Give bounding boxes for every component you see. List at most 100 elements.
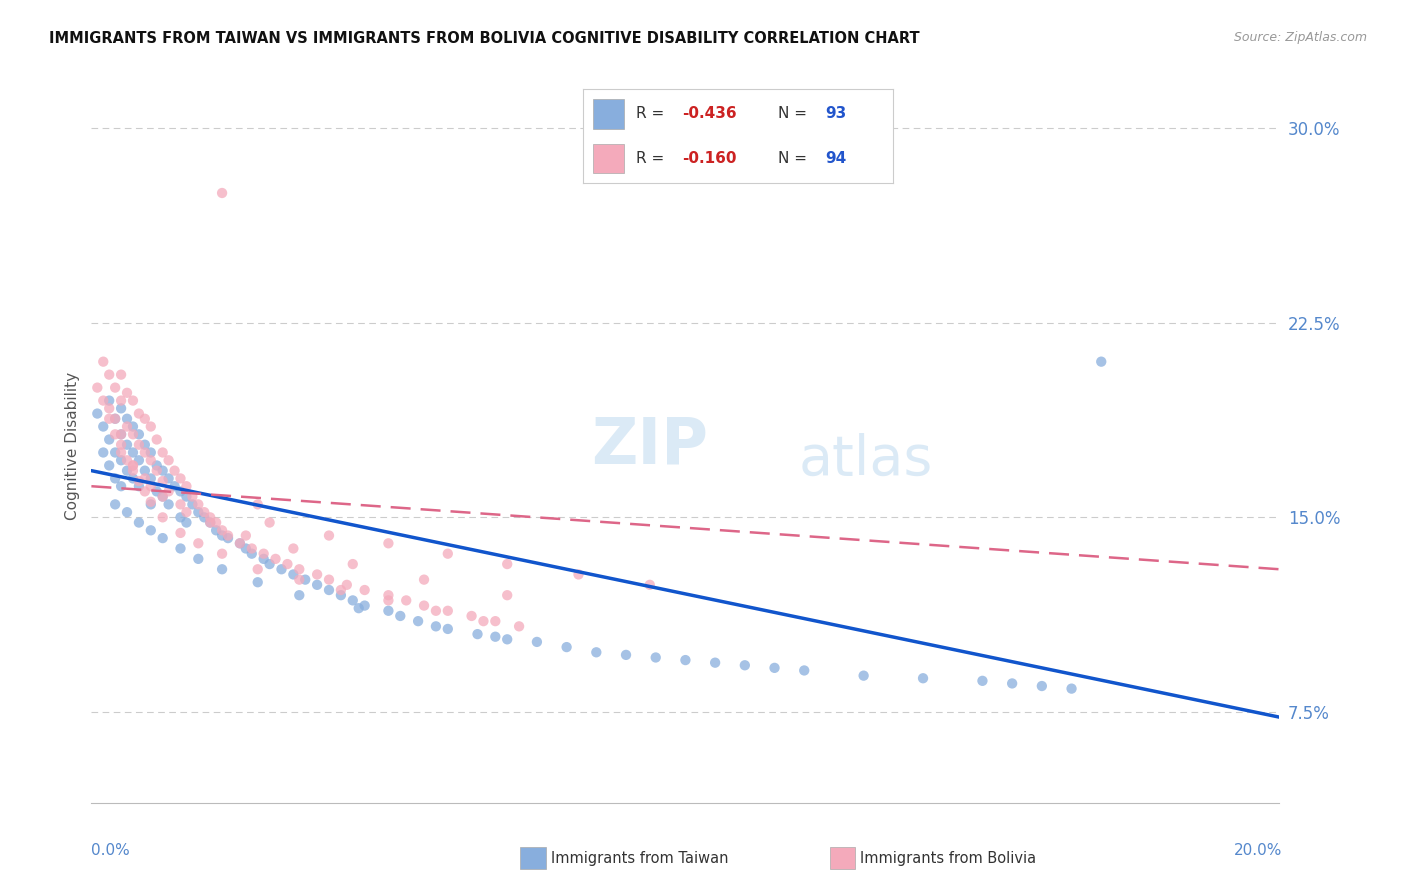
Point xyxy=(128,516,150,530)
Point xyxy=(235,528,257,542)
Point xyxy=(128,453,150,467)
Point xyxy=(673,653,696,667)
Point xyxy=(259,516,281,530)
Point xyxy=(122,419,145,434)
Point xyxy=(163,479,186,493)
Point xyxy=(377,536,399,550)
Text: 0.0%: 0.0% xyxy=(91,843,131,858)
Point xyxy=(176,479,198,493)
Point xyxy=(259,557,281,571)
Point xyxy=(139,479,162,493)
Text: Immigrants from Bolivia: Immigrants from Bolivia xyxy=(860,851,1036,865)
Point xyxy=(115,464,138,478)
Point xyxy=(614,648,637,662)
Text: N =: N = xyxy=(779,151,813,166)
Point xyxy=(467,627,489,641)
Point xyxy=(377,593,399,607)
Point xyxy=(128,427,150,442)
Point xyxy=(104,445,127,459)
Point xyxy=(200,510,222,524)
Point xyxy=(205,524,228,538)
Point xyxy=(436,622,458,636)
Point xyxy=(128,407,150,421)
Point xyxy=(395,593,418,607)
Point xyxy=(169,510,191,524)
Point xyxy=(307,567,329,582)
Point xyxy=(91,419,114,434)
Point xyxy=(145,433,167,447)
Point xyxy=(122,464,145,478)
Point xyxy=(193,510,215,524)
Point xyxy=(86,407,108,421)
Point xyxy=(585,645,607,659)
Text: -0.436: -0.436 xyxy=(682,106,737,121)
Point xyxy=(329,582,352,597)
Point xyxy=(638,578,661,592)
Point xyxy=(294,573,316,587)
Point xyxy=(139,495,162,509)
Point xyxy=(193,505,215,519)
Point xyxy=(139,419,162,434)
Point xyxy=(644,650,666,665)
Point xyxy=(329,588,352,602)
Point xyxy=(139,445,162,459)
Point xyxy=(288,562,311,576)
Point xyxy=(176,490,198,504)
Point xyxy=(115,385,138,400)
Point xyxy=(318,573,340,587)
Point xyxy=(104,497,127,511)
Point xyxy=(211,186,233,200)
Point xyxy=(353,582,375,597)
Point xyxy=(276,557,298,571)
Point xyxy=(425,604,447,618)
Point xyxy=(152,510,174,524)
Point xyxy=(122,445,145,459)
Point xyxy=(122,471,145,485)
Point xyxy=(389,609,412,624)
Point xyxy=(526,635,548,649)
Point xyxy=(211,562,233,576)
Point xyxy=(91,393,114,408)
Point xyxy=(134,484,156,499)
Point xyxy=(229,536,252,550)
Point xyxy=(110,445,132,459)
Point xyxy=(104,471,127,485)
Point xyxy=(110,427,132,442)
Point xyxy=(115,453,138,467)
Point xyxy=(104,381,127,395)
Point xyxy=(763,661,786,675)
Point xyxy=(115,438,138,452)
Point xyxy=(115,419,138,434)
FancyBboxPatch shape xyxy=(593,144,624,173)
Point xyxy=(852,668,875,682)
Point xyxy=(217,531,239,545)
Point xyxy=(1031,679,1053,693)
Point xyxy=(205,516,228,530)
Point xyxy=(508,619,530,633)
Point xyxy=(353,599,375,613)
Point xyxy=(122,427,145,442)
Point xyxy=(211,528,233,542)
Point xyxy=(240,547,263,561)
Point xyxy=(425,619,447,633)
Point xyxy=(134,464,156,478)
Point xyxy=(91,354,114,368)
Point xyxy=(288,573,311,587)
Point xyxy=(1090,354,1112,368)
Point xyxy=(122,393,145,408)
Point xyxy=(377,588,399,602)
Point xyxy=(104,427,127,442)
Point xyxy=(152,445,174,459)
Point xyxy=(169,541,191,556)
Point xyxy=(1001,676,1024,690)
Point xyxy=(246,575,269,590)
Point xyxy=(253,547,276,561)
Point xyxy=(342,557,364,571)
Text: Immigrants from Taiwan: Immigrants from Taiwan xyxy=(551,851,728,865)
Point xyxy=(347,601,370,615)
Point xyxy=(110,368,132,382)
Point xyxy=(86,381,108,395)
Point xyxy=(211,547,233,561)
Point xyxy=(128,479,150,493)
Point xyxy=(157,497,180,511)
